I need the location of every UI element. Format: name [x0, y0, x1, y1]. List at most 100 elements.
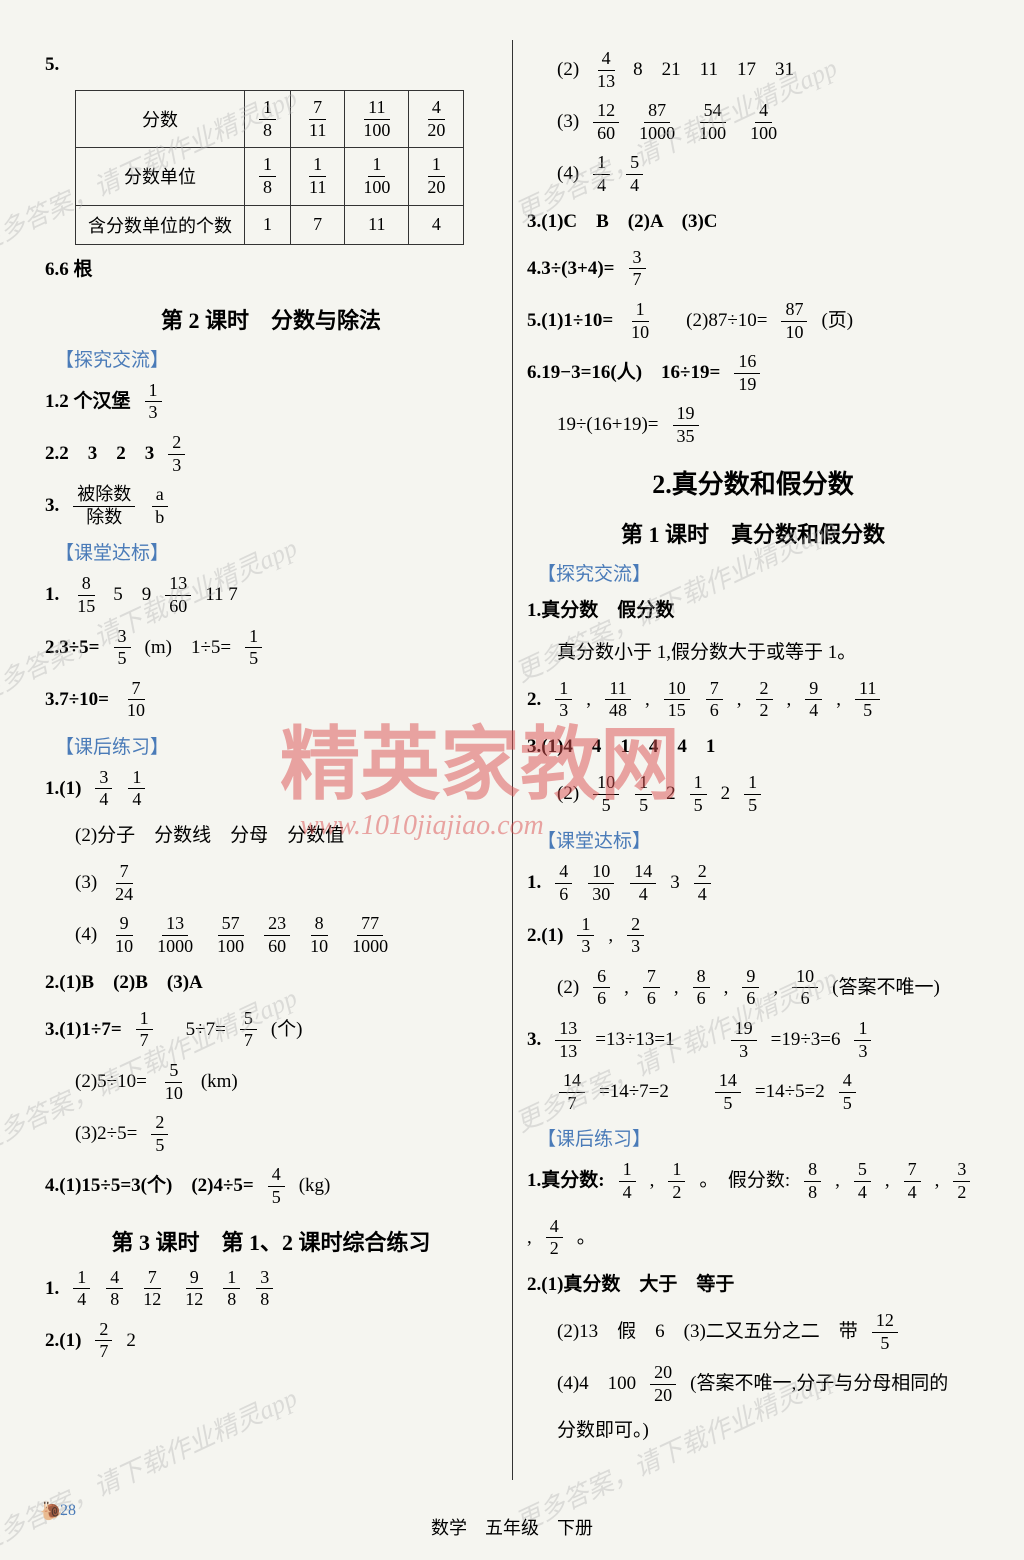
line: 1.真分数 假分数 [527, 594, 979, 628]
frac: 1260 [593, 100, 619, 144]
line: 真分数小于 1,假分数大于或等于 1。 [557, 636, 979, 670]
frac: 27 [95, 1319, 112, 1363]
frac: 115 [855, 678, 880, 722]
line: 2.2 3 2 3 23 [45, 432, 497, 476]
q6: 6.6 根 [45, 253, 497, 287]
line: (2)分子 分数线 分母 分数值 [75, 819, 497, 853]
frac: 38 [256, 1267, 273, 1311]
line: 2.(1) 27 2 [45, 1319, 497, 1363]
frac: 420 [423, 97, 449, 141]
frac: 2360 [264, 913, 290, 957]
page-number: 28 [60, 1502, 76, 1520]
frac: 771000 [348, 913, 392, 957]
line: 1.(1) 34 14 [45, 767, 497, 811]
frac: 1100 [359, 154, 394, 198]
table-row: 分数 18 711 11100 420 [76, 91, 464, 148]
frac: 193 [731, 1018, 757, 1062]
frac: 712 [139, 1267, 165, 1311]
frac: 15 [744, 772, 761, 816]
frac: 18 [259, 154, 276, 198]
frac: 15 [690, 772, 707, 816]
frac: 54 [626, 152, 643, 196]
line: (3)2÷5= 25 [75, 1112, 497, 1156]
frac: 45 [839, 1070, 856, 1114]
line: 19÷(16+19)= 1935 [557, 403, 979, 447]
frac: 106 [792, 966, 818, 1010]
line: 分数即可。) [557, 1414, 979, 1448]
right-column: (2) 413 8 21 11 17 31 (3) 1260 871000 54… [512, 40, 994, 1500]
frac: 110 [627, 299, 653, 343]
frac: 2020 [650, 1362, 676, 1406]
line: (4)4 100 2020 (答案不唯一,分子与分母相同的 [557, 1362, 979, 1406]
line: 2.(1) 13 , 23 [527, 914, 979, 958]
frac: 94 [805, 678, 822, 722]
section-2-title: 2.真分数和假分数 [527, 464, 979, 501]
explore-heading: 【探究交流】 [537, 559, 979, 586]
frac: 1148 [605, 678, 631, 722]
frac: 144 [630, 861, 656, 905]
frac: 57100 [213, 913, 248, 957]
line: 4.(1)15÷5=3(个) (2)4÷5= 45 (kg) [45, 1164, 497, 1208]
frac: 912 [181, 1267, 207, 1311]
frac: 105 [593, 772, 619, 816]
frac: 131000 [153, 913, 197, 957]
frac: 86 [693, 966, 710, 1010]
line: 2. 13, 1148, 1015 76, 22, 94, 115 [527, 678, 979, 722]
line: (2) 413 8 21 11 17 31 [557, 48, 979, 92]
frac: 910 [111, 913, 137, 957]
frac: 76 [706, 678, 723, 722]
frac: 22 [756, 678, 773, 722]
line: 3.(1)1÷7= 17 5÷7= 57 (个) [45, 1008, 497, 1052]
line: 3. 1313 =13÷13=1 193 =19÷3=6 13 [527, 1018, 979, 1062]
frac: 14 [593, 152, 610, 196]
frac: 35 [114, 626, 131, 670]
frac: 14 [619, 1159, 636, 1203]
frac: 1030 [588, 861, 614, 905]
line: (2) 66, 76, 86, 96, 106 (答案不唯一) [557, 966, 979, 1010]
frac: 1619 [734, 351, 760, 395]
line: (3) 724 [75, 861, 497, 905]
frac: 711 [305, 97, 330, 141]
frac: 被除数除数 [73, 484, 135, 528]
th-fenshu: 分数 [76, 91, 245, 148]
explore-heading: 【探究交流】 [55, 345, 497, 372]
table-row: 分数单位 18 111 1100 120 [76, 148, 464, 205]
frac: 46 [555, 861, 572, 905]
page: 5. 分数 18 711 11100 420 分数单位 18 111 1100 … [0, 0, 1024, 1560]
line: 1. 46 1030 144 3 24 [527, 861, 979, 905]
line: 3. 被除数除数 ab [45, 484, 497, 528]
frac: 8710 [781, 299, 807, 343]
frac: 724 [111, 861, 137, 905]
frac: 74 [904, 1159, 921, 1203]
table-row: 含分数单位的个数 1 7 11 4 [76, 205, 464, 244]
frac: 54100 [695, 100, 730, 144]
frac: 15 [245, 626, 262, 670]
line: 6.19−3=16(人) 16÷19= 1619 [527, 351, 979, 395]
frac: 23 [168, 432, 185, 476]
footer-text: 数学 五年级 下册 [0, 1514, 1024, 1540]
frac: 413 [593, 48, 619, 92]
frac: 120 [423, 154, 449, 198]
frac: 11100 [359, 97, 394, 141]
frac: 13 [555, 678, 572, 722]
frac: 13 [854, 1018, 871, 1062]
frac: 145 [715, 1070, 741, 1114]
line: 3.(1)4 4 1 4 4 1 [527, 730, 979, 764]
frac: 88 [804, 1159, 821, 1203]
line: (2)13 假 6 (3)二又五分之二 带 125 [557, 1310, 979, 1354]
frac: 45 [268, 1164, 285, 1208]
frac: 37 [629, 247, 646, 291]
frac: 14 [128, 767, 145, 811]
class-heading: 【课堂达标】 [55, 538, 497, 565]
line: 3.(1)C B (2)A (3)C [527, 205, 979, 239]
frac: 54 [854, 1159, 871, 1203]
frac: 13 [145, 380, 162, 424]
frac: 18 [223, 1267, 240, 1311]
frac: 13 [577, 914, 594, 958]
line: 1.真分数: 14 , 12 。 假分数: 88, 54, 74, 32, 42… [527, 1159, 979, 1259]
frac: 23 [627, 914, 644, 958]
frac: 18 [259, 97, 276, 141]
frac: 14 [73, 1267, 90, 1311]
q5-table: 分数 18 711 11100 420 分数单位 18 111 1100 120… [75, 90, 464, 244]
line: 3.7÷10= 710 [45, 678, 497, 722]
